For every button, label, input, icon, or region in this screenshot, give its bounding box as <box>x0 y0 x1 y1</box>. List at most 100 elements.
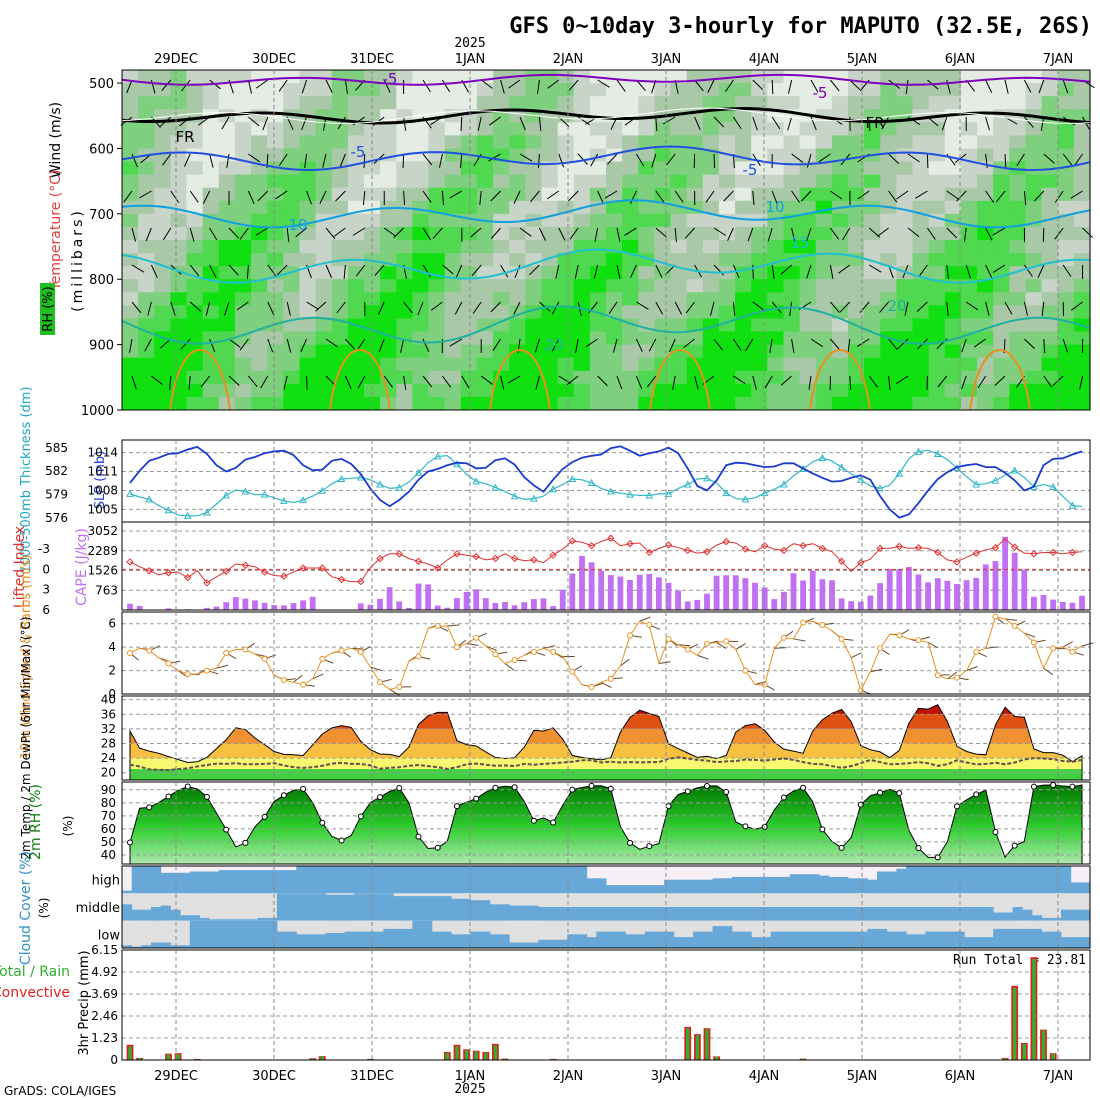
wind-barb <box>956 190 967 202</box>
cloud-bar <box>867 928 878 948</box>
rh-cell <box>347 174 365 189</box>
wind-barb <box>973 338 986 348</box>
rh-cell <box>122 213 139 228</box>
rh-cell <box>880 122 897 136</box>
cloud-bar <box>1041 931 1052 948</box>
rh-cell <box>186 396 204 411</box>
wind-barb <box>131 264 145 273</box>
slp-line <box>129 445 1083 519</box>
cape-bar <box>531 599 537 610</box>
rh-cell <box>412 253 430 267</box>
rh-cell <box>170 96 188 110</box>
rh-cell <box>686 292 704 306</box>
wind10m-point <box>973 648 980 655</box>
rh-cell <box>783 122 801 136</box>
wind-barb <box>1038 79 1045 94</box>
rh-cell <box>476 331 494 346</box>
rh-point <box>934 854 941 861</box>
cloud-bar <box>925 931 936 948</box>
dewpoint-line <box>129 756 1083 772</box>
rh-cell <box>606 253 623 267</box>
rh-cell <box>606 318 623 333</box>
rh-cell <box>428 344 446 359</box>
rh-point <box>1011 842 1018 849</box>
rh-cell <box>960 96 978 110</box>
rh-cell <box>380 96 397 110</box>
wind-barb <box>131 301 142 314</box>
rh-cell <box>944 122 962 136</box>
date-label-bottom: 1JAN <box>455 1069 486 1084</box>
rh-cell <box>1025 135 1043 150</box>
precip-convective-bar <box>445 1052 449 1060</box>
rh-cell <box>347 292 365 306</box>
rh-cell <box>848 135 865 150</box>
rh-cell <box>186 70 204 84</box>
rh-cell <box>557 122 575 136</box>
cloud-bar <box>1070 882 1081 894</box>
rh-cell <box>622 292 639 306</box>
rh-point <box>415 833 422 840</box>
rh-cell <box>412 70 430 84</box>
rh-cell <box>702 174 720 189</box>
cloud-bar <box>151 942 162 948</box>
wind-barb <box>202 190 211 204</box>
warm-contour <box>329 349 391 411</box>
cloud-bar <box>528 866 539 894</box>
rh-cell <box>380 357 397 372</box>
cape-bar <box>752 582 758 610</box>
cape-bar <box>867 595 874 610</box>
rh-point <box>1030 783 1037 790</box>
rh-cell <box>928 292 946 306</box>
rh-cell <box>718 357 736 372</box>
rh-cell <box>557 344 575 359</box>
wind-barb <box>123 190 133 203</box>
cloud-bar <box>799 907 810 921</box>
cloud-bar <box>664 931 675 948</box>
rh-cell <box>638 344 655 359</box>
rh-cell <box>1025 83 1043 97</box>
thickness-point <box>722 489 731 497</box>
cloud-bar <box>654 907 665 921</box>
rh-cell <box>251 305 268 320</box>
rh-cell <box>541 240 559 254</box>
rh-cell <box>573 174 591 189</box>
li-point <box>318 564 327 572</box>
rh-cell <box>977 187 994 202</box>
rh-cell <box>541 383 559 398</box>
rh-cell <box>299 174 317 189</box>
rh-cell <box>525 70 542 84</box>
cape-bar <box>386 587 393 610</box>
rh-cell <box>864 396 881 411</box>
cloud-bar <box>538 939 549 948</box>
rh-tick: 90 <box>101 783 116 797</box>
rh-cell <box>1073 213 1091 228</box>
rh-cell <box>606 96 623 110</box>
cloud-bar <box>577 866 588 894</box>
cloud-bar <box>954 866 965 894</box>
wind-barb <box>547 190 560 200</box>
cape-bar <box>1031 596 1037 610</box>
cape-bar <box>656 577 662 610</box>
wind-barb <box>646 375 657 388</box>
rh-cell <box>815 253 833 267</box>
wind-barb <box>629 190 637 204</box>
cloud-bar <box>489 904 500 921</box>
rh-cell <box>831 122 849 136</box>
rh-cell <box>122 370 139 385</box>
wind10m-point <box>607 675 614 682</box>
cape-bar <box>723 575 730 610</box>
rh-cell <box>718 200 736 215</box>
rh-cell <box>654 292 672 306</box>
rh-cell <box>476 305 494 320</box>
cloud-bar <box>838 907 849 921</box>
rh-cell <box>218 96 236 110</box>
rh-point <box>453 803 460 810</box>
rh-cell <box>993 213 1010 228</box>
rh-cell <box>154 96 171 110</box>
li-point <box>972 549 980 557</box>
rh-cell <box>525 174 542 189</box>
rh-cell <box>912 396 930 411</box>
rh-cell <box>460 161 478 176</box>
cape-bar <box>406 607 412 610</box>
rh-cell <box>138 344 155 359</box>
